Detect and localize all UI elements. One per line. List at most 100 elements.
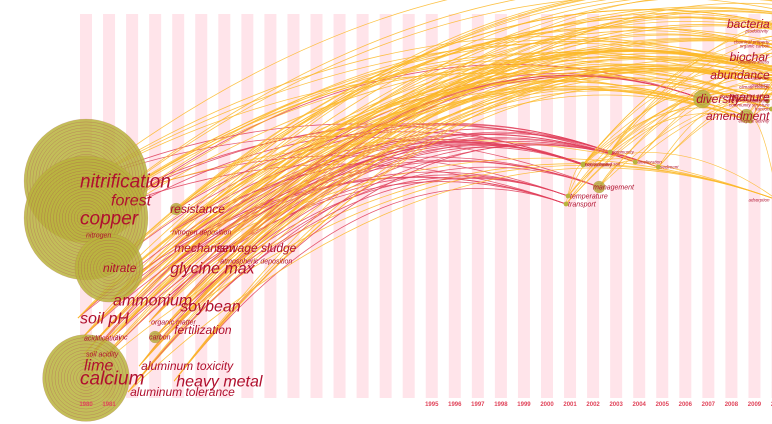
keyword-node-ring — [699, 95, 706, 103]
keyword-label: soil acidity — [86, 351, 119, 358]
co-occurrence-link — [138, 0, 653, 367]
year-stripe-2001 — [564, 14, 577, 398]
keyword-label: amendment — [706, 109, 770, 123]
keyword-label: fertilization — [174, 323, 232, 337]
year-label-2009: 2009 — [748, 402, 762, 408]
keyword-label: nitrogen — [86, 232, 111, 239]
co-occurrence-link — [173, 77, 768, 382]
keyword-node-ring — [77, 236, 141, 300]
co-occurrence-link — [83, 128, 611, 355]
keyword-node-dot[interactable] — [607, 149, 613, 155]
keyword-node-dot[interactable] — [765, 98, 770, 104]
keyword-label: oxidative stress — [738, 60, 770, 65]
co-occurrence-link — [85, 0, 517, 219]
keyword-node[interactable] — [42, 334, 130, 422]
keyword-node-dot[interactable] — [632, 159, 638, 165]
keyword-node[interactable] — [74, 233, 144, 303]
keyword-node[interactable] — [592, 180, 606, 194]
co-occurrence-link — [657, 93, 772, 168]
co-occurrence-link — [598, 93, 772, 188]
keyword-label: amelioration — [637, 160, 662, 165]
co-occurrence-link — [567, 35, 772, 197]
year-stripe-2000 — [541, 14, 553, 398]
keyword-node-ring — [169, 202, 183, 216]
co-occurrence-link — [218, 24, 772, 262]
year-label-2005: 2005 — [656, 402, 670, 408]
keyword-node-ring — [173, 206, 179, 212]
co-occurrence-links — [77, 0, 772, 393]
co-occurrence-link — [175, 16, 772, 210]
co-occurrence-link — [171, 17, 772, 331]
co-occurrence-link — [171, 34, 772, 331]
keyword-label: transport — [568, 201, 597, 208]
co-occurrence-link — [582, 158, 659, 168]
keyword-label: community — [612, 150, 635, 155]
co-occurrence-link — [138, 94, 751, 367]
year-stripe-2003 — [610, 14, 623, 398]
co-occurrence-link — [175, 122, 611, 210]
keyword-label: bioavailability — [585, 163, 613, 168]
keyword-label: soybean — [180, 299, 241, 316]
co-occurrence-link — [598, 52, 772, 188]
keyword-label: chemical property — [734, 40, 770, 45]
keyword-node-ring — [70, 202, 102, 234]
co-occurrence-link — [173, 84, 772, 382]
keyword-label: contaminated soil — [585, 162, 621, 167]
keyword-label: community structure — [729, 103, 770, 108]
year-stripe-1996 — [448, 14, 461, 398]
keyword-node-ring — [45, 337, 127, 419]
keyword-node-ring — [54, 346, 118, 410]
keyword-label: organic matter — [151, 319, 196, 326]
keyword-node-dot[interactable] — [565, 193, 571, 199]
keyword-node-dot[interactable] — [769, 106, 772, 112]
keyword-label: land use — [752, 76, 770, 81]
co-occurrence-link — [85, 7, 772, 379]
year-label-2002: 2002 — [586, 402, 600, 408]
keyword-label: nitrification — [80, 172, 171, 193]
keyword-node-ring — [693, 89, 712, 109]
keyword-node-dot[interactable] — [655, 164, 661, 170]
co-occurrence-link — [167, 171, 569, 269]
keyword-node-ring — [73, 365, 99, 391]
co-occurrence-link — [609, 20, 772, 153]
co-occurrence-link — [582, 36, 772, 166]
co-occurrence-link — [110, 0, 583, 301]
keyword-node-dot[interactable] — [563, 201, 569, 207]
year-label-2003: 2003 — [609, 402, 623, 408]
co-occurrence-link — [175, 9, 772, 210]
keyword-node-ring — [74, 233, 144, 303]
keyword-node-ring — [68, 200, 104, 236]
co-occurrence-link — [171, 0, 772, 249]
co-occurrence-link — [657, 78, 772, 168]
year-label-2001: 2001 — [563, 402, 577, 408]
keyword-node-ring — [96, 255, 122, 281]
keyword-label: copper — [80, 209, 139, 230]
co-occurrence-link — [83, 20, 772, 355]
co-occurrence-link — [565, 65, 772, 205]
co-occurrence-link — [609, 53, 772, 153]
year-label-1996: 1996 — [448, 402, 462, 408]
keyword-node-ring — [79, 371, 93, 385]
keyword-node-ring — [76, 208, 96, 228]
keyword-node[interactable] — [148, 330, 162, 344]
co-occurrence-link — [85, 40, 772, 219]
co-occurrence-link — [214, 143, 584, 249]
co-occurrence-link — [108, 0, 772, 201]
year-label-1995: 1995 — [425, 402, 439, 408]
keyword-node-ring — [76, 368, 96, 388]
year-stripes — [80, 14, 772, 398]
year-label-2008: 2008 — [725, 402, 739, 408]
keyword-node-dot[interactable] — [748, 118, 753, 124]
keyword-node-ring — [80, 239, 138, 297]
keyword-node[interactable] — [693, 89, 712, 109]
co-occurrence-link — [171, 75, 772, 249]
year-stripe-1991 — [333, 14, 346, 398]
keyword-label: dissolved organic carbon — [720, 94, 770, 99]
keyword-label: sewage sludge — [216, 241, 296, 255]
keyword-node-ring — [48, 340, 124, 416]
keyword-node-dot[interactable] — [580, 162, 586, 168]
keyword-label: management — [593, 184, 635, 191]
keyword-node[interactable] — [169, 202, 183, 216]
keyword-label: enzyme activity — [738, 119, 770, 124]
